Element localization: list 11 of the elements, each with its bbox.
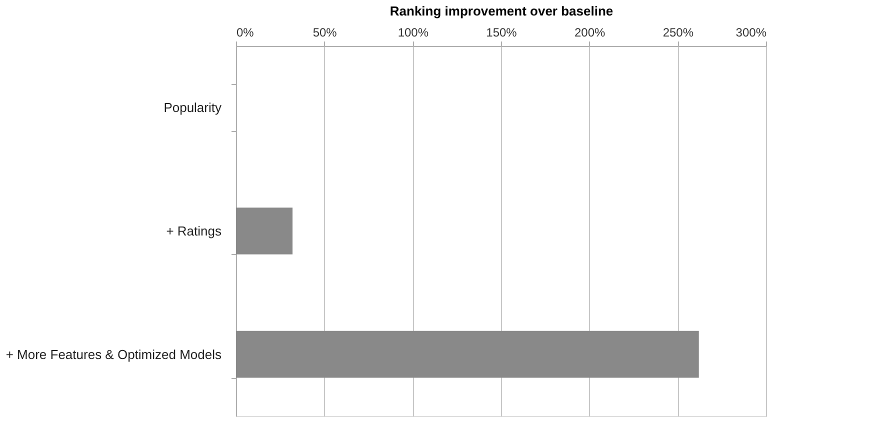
x-tick-label: 0%	[236, 26, 254, 40]
x-tick-label: 100%	[398, 26, 429, 40]
y-tick-label: + More Features & Optimized Models	[6, 346, 222, 362]
x-tick-label: 300%	[736, 26, 767, 40]
x-tick-label: 150%	[486, 26, 518, 40]
y-tick-label: + Ratings	[166, 224, 222, 238]
x-tick-label: 50%	[312, 26, 338, 40]
y-tick-label: Popularity	[164, 100, 222, 116]
x-tick-label: 200%	[574, 26, 606, 40]
x-tick-label: 250%	[662, 26, 694, 40]
x-axis-title: Ranking improvement over baseline	[390, 4, 614, 18]
